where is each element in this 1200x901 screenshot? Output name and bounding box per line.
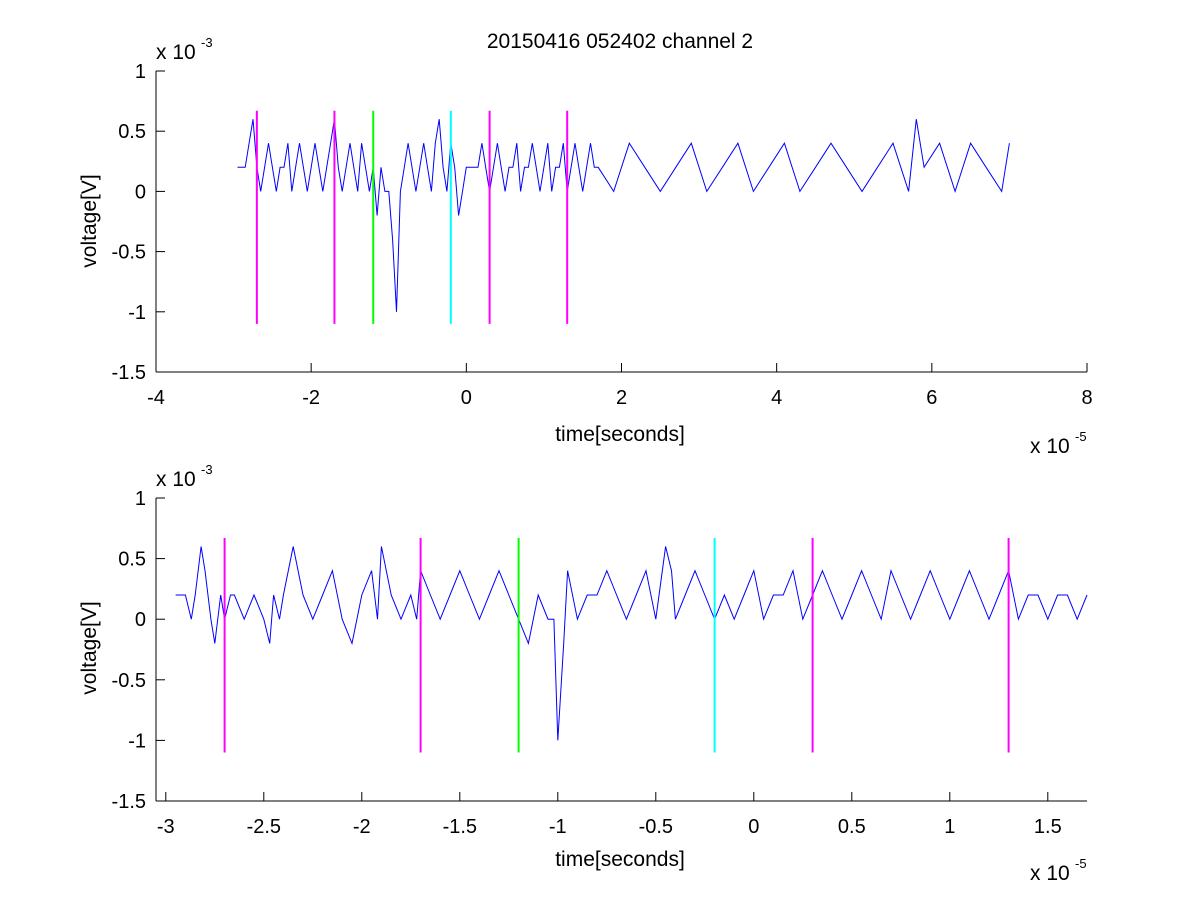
top-x-multiplier-base: x 10	[1030, 435, 1070, 458]
bottom-y-multiplier-base: x 10	[156, 468, 196, 491]
bottom-x-tick-label: -1	[549, 816, 567, 838]
top-x-tick-label: -4	[147, 387, 165, 409]
top-y-multiplier-base: x 10	[156, 41, 196, 64]
top-x-tick-label: 8	[1081, 387, 1092, 409]
bottom-x-tick-label: -2.5	[247, 816, 281, 838]
bottom-x-multiplier-label: x 10 -5	[1030, 856, 1087, 885]
top-y-axis-label: voltage[V]	[78, 174, 101, 267]
top-y-tick-label: 1	[135, 61, 146, 83]
top-y-tick-label: 0	[135, 181, 146, 203]
bottom-x-tick-label: -1.5	[443, 816, 477, 838]
top-y-tick-label: -1	[128, 302, 146, 324]
bottom-y-tick-label: -1.5	[112, 791, 146, 813]
top-x-tick-label: -2	[302, 387, 320, 409]
bottom-y-axis-label: voltage[V]	[78, 601, 101, 694]
bottom-y-tick-label: 0	[135, 609, 146, 631]
bottom-y-tick-label: 0.5	[118, 549, 146, 571]
bottom-signal-line	[175, 546, 1088, 741]
top-y-multiplier-label: x 10 -3	[156, 35, 213, 64]
figure-title: 20150416 052402 channel 2	[487, 30, 753, 53]
bottom-y-tick-label: 1	[135, 488, 146, 510]
top-y-tick-label: -0.5	[112, 242, 146, 264]
top-signal-line	[237, 119, 1010, 312]
bottom-axes: x 10 -3 x 10 -5 time[seconds] voltage[V]…	[78, 462, 1088, 885]
top-y-multiplier-exponent: -3	[201, 35, 213, 50]
top-x-tick-label: 0	[461, 387, 472, 409]
top-axes: x 10 -3 x 10 -5 time[seconds] voltage[V]…	[78, 35, 1093, 458]
bottom-x-tick-label: -2	[353, 816, 371, 838]
bottom-x-tick-label: 1	[944, 816, 955, 838]
bottom-x-tick-label: 0.5	[838, 816, 866, 838]
top-x-tick-label: 2	[616, 387, 627, 409]
bottom-y-tick-label: -0.5	[112, 670, 146, 692]
top-x-multiplier-label: x 10 -5	[1030, 429, 1087, 458]
top-y-tick-label: 0.5	[118, 121, 146, 143]
bottom-y-multiplier-exponent: -3	[201, 462, 213, 477]
top-x-tick-label: 6	[926, 387, 937, 409]
bottom-x-tick-label: -0.5	[639, 816, 673, 838]
bottom-x-tick-label: 0	[748, 816, 759, 838]
top-x-tick-label: 4	[771, 387, 782, 409]
bottom-x-tick-label: -3	[157, 816, 175, 838]
bottom-x-multiplier-exponent: -5	[1075, 856, 1087, 871]
top-x-multiplier-exponent: -5	[1075, 429, 1087, 444]
bottom-x-multiplier-base: x 10	[1030, 862, 1070, 885]
top-x-axis-label: time[seconds]	[555, 423, 685, 446]
top-y-tick-label: -1.5	[112, 362, 146, 384]
bottom-x-axis-label: time[seconds]	[555, 848, 685, 871]
bottom-x-tick-label: 1.5	[1034, 816, 1062, 838]
bottom-y-tick-label: -1	[128, 730, 146, 752]
bottom-y-multiplier-label: x 10 -3	[156, 462, 213, 491]
